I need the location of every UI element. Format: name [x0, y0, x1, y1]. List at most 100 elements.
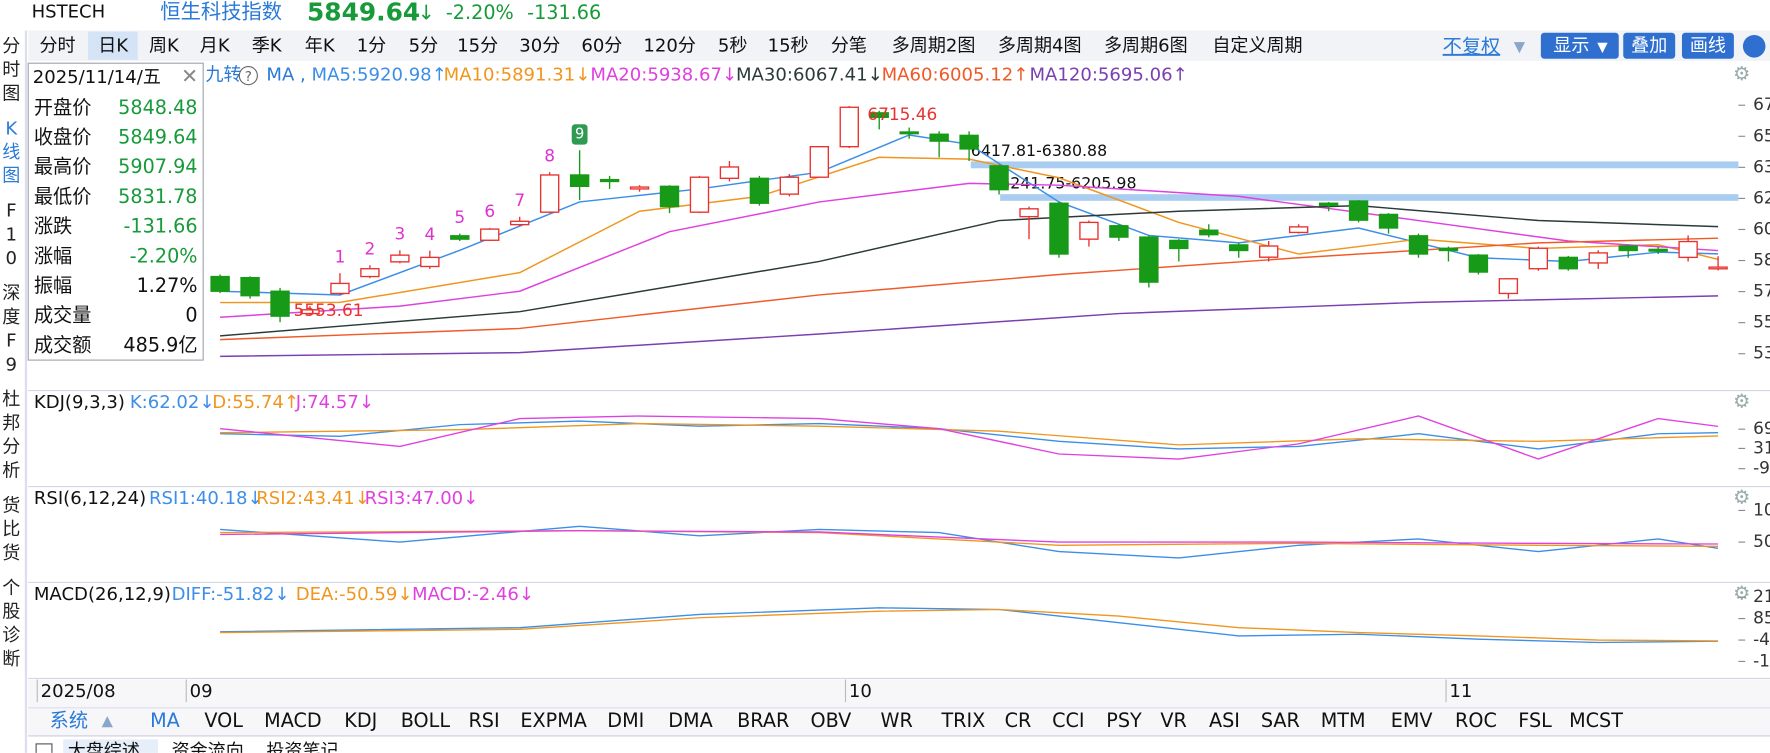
side-tab[interactable]: 分时图 — [2, 34, 21, 104]
period-tab[interactable]: 季K — [252, 35, 283, 56]
period-tab[interactable]: 多周期2图 — [892, 35, 976, 56]
bottom-tab[interactable]: 资金流向 — [172, 741, 244, 753]
indicator-tab[interactable]: WR — [880, 709, 912, 732]
side-tab[interactable]: 杜邦分析 — [2, 388, 21, 481]
indicator-tab[interactable]: RSI — [468, 709, 499, 732]
period-tab[interactable]: 1分 — [357, 35, 387, 56]
adjust-select[interactable]: 不复权 — [1443, 35, 1501, 58]
period-tab[interactable]: 日K — [98, 35, 129, 56]
indicator-tab[interactable]: VOL — [204, 709, 243, 732]
info-value: -131.66 — [123, 215, 197, 238]
period-tab[interactable]: 60分 — [581, 35, 622, 56]
indicator-tab[interactable]: MTM — [1321, 709, 1366, 732]
indicator-tab[interactable]: FSL — [1518, 709, 1552, 732]
bottom-tab[interactable]: 大盘综述 — [68, 741, 140, 753]
indicator-tab[interactable]: 系统 — [50, 709, 88, 732]
indicator-tab[interactable]: KDJ — [344, 709, 377, 732]
legend-entry: RSI1:40.18↓ — [149, 488, 263, 509]
indicator-line — [220, 156, 1719, 304]
candle-body — [1408, 235, 1429, 255]
period-tab[interactable]: 分笔 — [831, 35, 867, 56]
indicator-tab[interactable]: OBV — [810, 709, 851, 732]
indicator-tab[interactable]: CR — [1005, 709, 1032, 732]
legend-entry: MA20:5938.67↓ — [590, 65, 737, 86]
date-label: 10 — [849, 681, 872, 702]
period-tab[interactable]: 周K — [149, 35, 180, 56]
indicator-tab[interactable]: MACD — [264, 709, 322, 732]
legend-entry: MA10:5891.31↓ — [444, 65, 591, 86]
legend-entry: RSI3:47.00↓ — [365, 488, 479, 509]
candle-body — [1468, 254, 1489, 273]
button-label[interactable]: 叠加 — [1631, 35, 1667, 56]
side-tab[interactable]: F10 — [5, 199, 18, 269]
candle-body — [360, 268, 380, 278]
nine-turn-toggle[interactable]: 九转 — [205, 65, 241, 86]
bottom-tab[interactable]: 投资笔记 — [266, 741, 338, 753]
gear-icon[interactable]: ⚙ — [1733, 581, 1750, 604]
y-tick-label: 85 — [1753, 608, 1770, 628]
legend-entry: MACD:-2.46↓ — [412, 584, 534, 605]
legend-entry: DEA:-50.59↓ — [296, 584, 413, 605]
indicator-tab[interactable]: DMI — [607, 709, 644, 732]
indicator-tab[interactable]: MCST — [1569, 709, 1623, 732]
gear-icon[interactable]: ⚙ — [1733, 485, 1750, 508]
indicator-line — [220, 415, 1719, 460]
candle-body — [1169, 239, 1189, 250]
period-tab[interactable]: 15秒 — [768, 35, 809, 56]
y-tick-label: 50 — [1753, 531, 1770, 551]
checkbox[interactable] — [35, 743, 53, 753]
gear-icon[interactable]: ⚙ — [1733, 62, 1750, 85]
candle-body — [1528, 247, 1549, 270]
indicator-tab[interactable]: ASI — [1209, 709, 1240, 732]
indicator-tab[interactable]: ROC — [1455, 709, 1497, 732]
indicator-tab[interactable]: SAR — [1261, 709, 1300, 732]
button-label[interactable]: 画线 — [1690, 35, 1726, 56]
period-tab[interactable]: 分时 — [40, 35, 76, 56]
button-label[interactable]: 显示 — [1553, 35, 1589, 56]
y-tick-label: 58 — [1753, 250, 1770, 270]
y-tick-label: -4 — [1753, 629, 1770, 649]
close-icon[interactable]: ✕ — [181, 64, 198, 88]
side-tab[interactable]: 个股诊断 — [2, 576, 21, 670]
period-tab[interactable]: 多周期4图 — [998, 35, 1082, 56]
period-tab[interactable]: 5秒 — [718, 35, 748, 56]
period-tab[interactable]: 15分 — [457, 35, 498, 56]
button[interactable] — [1623, 32, 1676, 59]
side-tab[interactable]: 货比货 — [2, 494, 21, 564]
indicator-line — [220, 182, 1719, 319]
button[interactable] — [1540, 32, 1619, 59]
indicator-tab[interactable]: EXPMA — [520, 709, 587, 732]
candle-body — [330, 282, 350, 295]
period-tab[interactable]: 30分 — [519, 35, 560, 56]
side-tab[interactable]: K线图 — [2, 117, 21, 187]
period-tab[interactable]: 120分 — [643, 35, 696, 56]
indicator-tab[interactable]: BRAR — [737, 709, 789, 732]
button[interactable] — [1681, 32, 1734, 59]
y-tick-label: 21 — [1753, 586, 1770, 606]
indicator-tab[interactable]: EMV — [1391, 709, 1433, 732]
settings-icon[interactable] — [1742, 34, 1766, 58]
candle-body — [749, 177, 770, 204]
period-tab[interactable]: 月K — [200, 35, 231, 56]
candle-body — [240, 276, 260, 297]
indicator-tab[interactable]: BOLL — [401, 709, 451, 732]
period-tab[interactable]: 多周期6图 — [1104, 35, 1188, 56]
gear-icon[interactable]: ⚙ — [1733, 389, 1750, 412]
period-tab[interactable]: 年K — [305, 35, 336, 56]
period-tab[interactable]: 自定义周期 — [1212, 35, 1302, 56]
indicator-tab[interactable]: TRIX — [940, 709, 985, 732]
indicator-tab[interactable]: CCI — [1052, 709, 1084, 732]
y-tick-label: 31 — [1753, 437, 1770, 457]
indicator-tab[interactable]: PSY — [1106, 709, 1142, 732]
indicator-tab[interactable]: MA — [150, 709, 180, 732]
side-tab[interactable]: 深度F9 — [2, 282, 21, 375]
indicator-tab[interactable]: VR — [1160, 709, 1186, 732]
indicator-tab[interactable]: DMA — [668, 709, 712, 732]
period-tab[interactable]: 5分 — [409, 35, 439, 56]
info-label: 成交额 — [34, 333, 92, 356]
change-pct: -2.20% — [446, 1, 514, 24]
candle-body — [779, 176, 800, 195]
info-label: 最低价 — [34, 185, 92, 208]
